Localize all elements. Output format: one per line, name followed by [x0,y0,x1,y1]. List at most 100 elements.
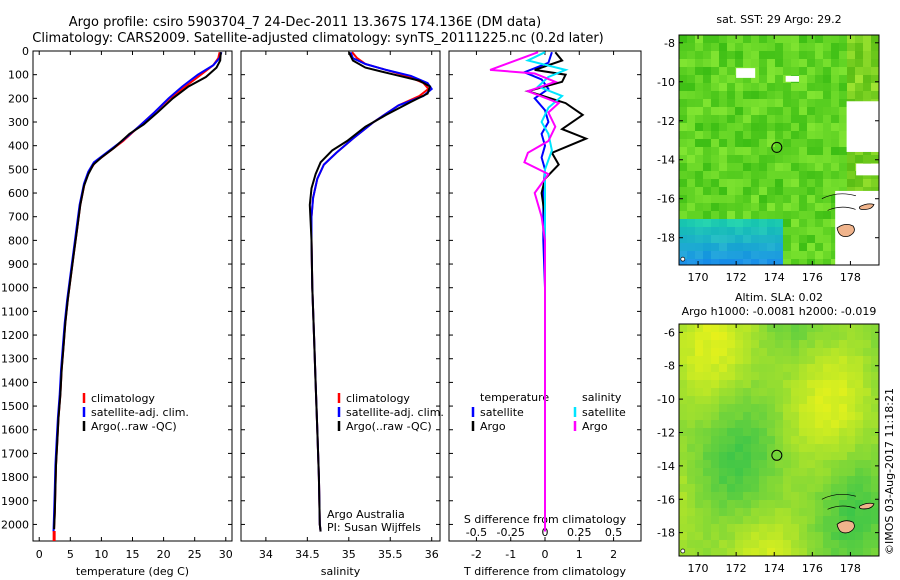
sla_map-cell [775,484,784,493]
sla_map-cell [719,468,728,477]
sla_map-cell [847,332,856,341]
sst_map-cell [735,139,744,148]
sla_map-cell [783,492,792,501]
sst_map-cell [743,163,752,172]
sla_map-cell [775,492,784,501]
sst_map-cell [695,123,704,132]
sla_map-cell [759,460,768,469]
sla_map-cell [751,548,760,556]
sst_map-cell [719,219,728,228]
sla_map-cell [823,332,832,341]
sst_map-cell [831,115,840,124]
sla_map-cell [847,516,856,525]
sla_map-cell [831,484,840,493]
sla_map-cell [831,436,840,445]
sla_map-cell [815,516,824,525]
sst_map-cell [687,43,696,52]
sla_map-cell [751,436,760,445]
sst_map-cell [735,251,744,260]
sla_map-cell [871,484,879,493]
sst_map-cell [815,91,824,100]
sla_map-cell [679,380,688,389]
sla_map-cell [727,444,736,453]
sla_map-cell [815,476,824,485]
sla_map-cell [751,340,760,349]
sla_map-cell [791,388,800,397]
sla_map-cell [855,380,864,389]
sst_map-cell [687,235,696,244]
sst_map-cell [687,211,696,220]
sla_map-xtick-label: 178 [840,562,861,575]
sst_map-cell [759,115,768,124]
sla_map-cell [759,492,768,501]
sst_map-cell [751,107,760,116]
sst_map-cell [799,139,808,148]
sdiff-tick-label: 0.25 [567,526,592,539]
sst_map-cell [807,147,816,156]
sla_map-cell [799,396,808,405]
sla_map-cell [711,516,720,525]
sst_map-cell [719,163,728,172]
sla_map-cell [695,484,704,493]
sst_map-cell [735,211,744,220]
sla_map-cell [783,460,792,469]
sla_map-cell [703,356,712,365]
sla_map-cell [687,540,696,549]
sla_map-cell [807,444,816,453]
sla_map-cell [799,476,808,485]
sst_map-cell [703,219,712,228]
sla_map-cell [871,380,879,389]
sla_map-cell [863,468,872,477]
sla_map-cell [855,468,864,477]
sla_map-cell [783,548,792,556]
sst_map-cell [775,35,784,44]
sst_map-cell [863,75,872,84]
sla_map-cell [687,548,696,556]
sst_map-cell [767,219,776,228]
sst_map-cell [863,43,872,52]
sst_map-cell [751,163,760,172]
sst_map-cell [695,35,704,44]
sst_map-cell [711,35,720,44]
sst_map-cell [775,91,784,100]
sst_map-cell [807,203,816,212]
sla_map-cell [735,436,744,445]
sst_map-cell [679,43,688,52]
sla_map-cell [791,428,800,437]
sla_map-cell [767,548,776,556]
sla_map-cell [799,492,808,501]
sst_map-cell [687,179,696,188]
sst_map-cell [695,187,704,196]
sla_map-cell [847,460,856,469]
sst_map-cell [743,171,752,180]
sla_map-cell [847,404,856,413]
sla_map-cell [783,412,792,421]
sla_map-cell [823,340,832,349]
sla_map-field [679,324,879,556]
sla_map-cell [847,492,856,501]
sst_map-cell [735,83,744,92]
sla_map-cell [799,436,808,445]
sla_map-cell [855,444,864,453]
sla_map-cell [863,444,872,453]
sst_map-cell [791,83,800,92]
sla_map-cell [679,388,688,397]
sla_map-cell [839,444,848,453]
temperature-xtick-label: 5 [67,548,74,561]
sst_map-cell [799,35,808,44]
sst_map-cell [807,243,816,252]
sla_map-cell [711,540,720,549]
sst_map-cell [815,163,824,172]
sla_map-cell [847,356,856,365]
sst_map-cell [719,83,728,92]
sla_map-cell [687,436,696,445]
sla_map-cell [855,356,864,365]
sst_map-cell [679,155,688,164]
sst_map-cell [759,155,768,164]
sst_map-cell [711,91,720,100]
sla_map-cell [855,396,864,405]
sst_map-cell [703,83,712,92]
sst_map-cell [711,99,720,108]
sst_map-cell [687,99,696,108]
sst_map-cell [679,219,688,228]
